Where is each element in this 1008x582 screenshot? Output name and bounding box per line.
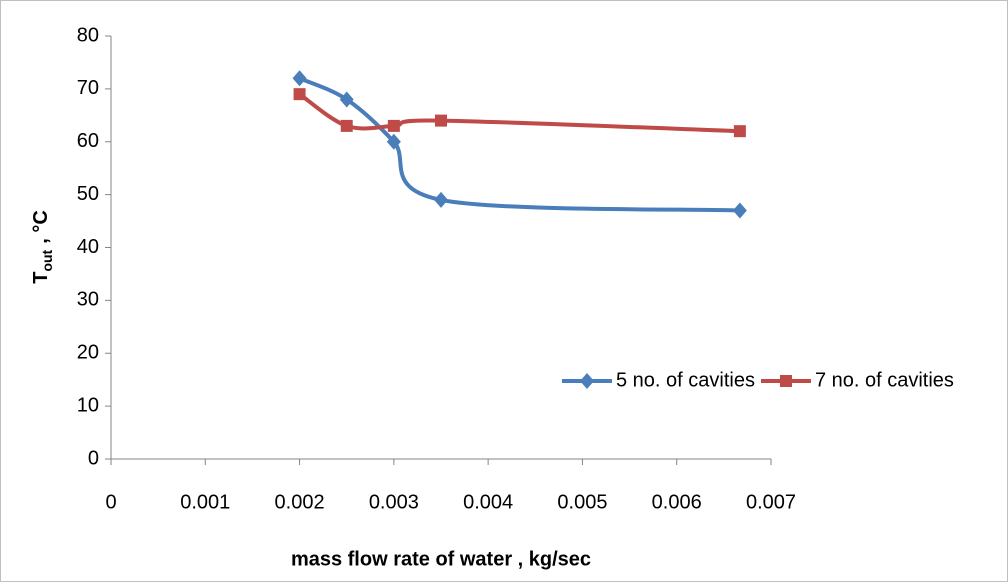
y-tick-label: 10 — [77, 394, 99, 416]
x-tick-label: 0.001 — [180, 491, 230, 513]
data-point — [733, 125, 746, 138]
data-point — [732, 202, 747, 219]
x-tick-label: 0.005 — [557, 491, 607, 513]
x-tick-label: 0.007 — [746, 491, 796, 513]
x-tick-label: 0.006 — [652, 491, 702, 513]
x-tick-label: 0.003 — [369, 491, 419, 513]
y-axis-title-main: T — [30, 272, 52, 284]
data-point — [293, 88, 306, 101]
x-axis-title: mass flow rate of water , kg/sec — [291, 548, 591, 570]
y-axis-title-unit: , °C — [30, 210, 52, 244]
y-tick-label: 40 — [77, 236, 99, 258]
legend-label: 5 no. of cavities — [616, 369, 755, 391]
data-point — [386, 133, 401, 150]
data-point — [340, 119, 353, 132]
y-tick-label: 80 — [77, 24, 99, 46]
y-tick-label: 50 — [77, 183, 99, 205]
legend-marker — [779, 375, 792, 387]
y-axis-title: Tout , °C — [30, 210, 54, 284]
legend-label: 7 no. of cavities — [815, 369, 954, 391]
y-axis-title-sub: out — [39, 249, 55, 271]
data-point — [435, 114, 447, 127]
y-tick-label: 30 — [77, 289, 99, 311]
x-tick-label: 0.002 — [275, 491, 325, 513]
data-point — [434, 191, 448, 208]
x-tick-label: 0 — [105, 491, 116, 513]
legend-marker — [580, 373, 594, 389]
data-point — [339, 91, 354, 108]
data-point — [387, 119, 400, 132]
x-tick-label: 0.004 — [463, 491, 513, 513]
y-tick-label: 70 — [77, 77, 99, 99]
y-tick-label: 20 — [77, 342, 99, 364]
y-tick-label: 0 — [88, 447, 99, 469]
data-point — [292, 70, 307, 87]
y-tick-label: 60 — [77, 130, 99, 152]
